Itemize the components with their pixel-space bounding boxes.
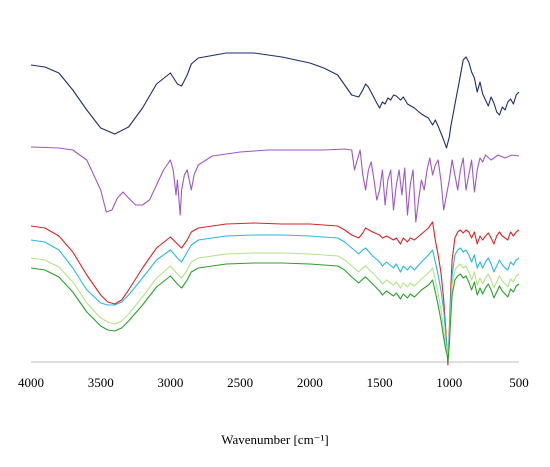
spectrum-line	[30, 52, 520, 149]
spectrum-line	[30, 221, 520, 366]
x-tick-label: 4000	[18, 375, 44, 390]
x-tick-label: 1500	[367, 375, 393, 390]
spectrum-line	[30, 252, 520, 361]
x-tick-label: 3000	[157, 375, 183, 390]
x-tick-label: 2500	[227, 375, 253, 390]
x-tick-label: 500	[509, 375, 529, 390]
x-tick-label: 2000	[297, 375, 323, 390]
x-tick-label: 1000	[436, 375, 462, 390]
spectrum-line	[30, 262, 520, 363]
x-tick-labels: 4000 3500 3000 2500 2000 1500 1000 500	[18, 375, 529, 390]
series-layer	[30, 52, 520, 366]
spectrum-line	[30, 146, 520, 223]
spectrum-line	[30, 234, 520, 361]
x-tick-label: 3500	[88, 375, 114, 390]
x-axis-title: Wavenumber [cm⁻¹]	[221, 432, 329, 447]
